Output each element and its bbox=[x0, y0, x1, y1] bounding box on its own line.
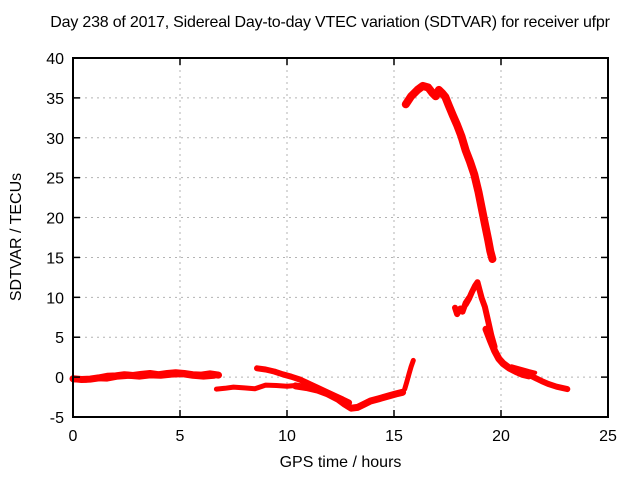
x-tick-label: 0 bbox=[69, 428, 78, 445]
chart-title: Day 238 of 2017, Sidereal Day-to-day VTE… bbox=[50, 14, 610, 31]
data-series-segment bbox=[462, 279, 498, 350]
data-series-segment bbox=[509, 364, 538, 375]
data-series-segment bbox=[292, 382, 407, 412]
x-axis-label: GPS time / hours bbox=[279, 454, 402, 471]
y-tick-label: 40 bbox=[46, 51, 64, 68]
y-tick-label: 20 bbox=[46, 211, 64, 228]
y-tick-label: 15 bbox=[46, 250, 64, 267]
y-tick-label: 35 bbox=[46, 91, 64, 108]
data-series-segment bbox=[402, 357, 416, 392]
x-tick-label: 20 bbox=[492, 428, 510, 445]
x-tick-label: 15 bbox=[385, 428, 403, 445]
y-tick-label: 25 bbox=[46, 171, 64, 188]
data-series-segment bbox=[72, 372, 217, 383]
plot-border bbox=[72, 57, 609, 418]
data-series-segment bbox=[482, 325, 533, 380]
y-tick-label: 5 bbox=[55, 330, 64, 347]
y-tick-label: 30 bbox=[46, 131, 64, 148]
y-tick-label: -5 bbox=[50, 410, 64, 427]
x-tick-label: 10 bbox=[278, 428, 296, 445]
data-series-segment bbox=[525, 371, 571, 393]
x-tick-label: 25 bbox=[599, 428, 617, 445]
x-tick-label: 5 bbox=[176, 428, 185, 445]
y-tick-label: 10 bbox=[46, 290, 64, 307]
y-tick-label: 0 bbox=[55, 370, 64, 387]
data-series-segment bbox=[401, 81, 497, 263]
data-series-segment bbox=[213, 382, 299, 392]
